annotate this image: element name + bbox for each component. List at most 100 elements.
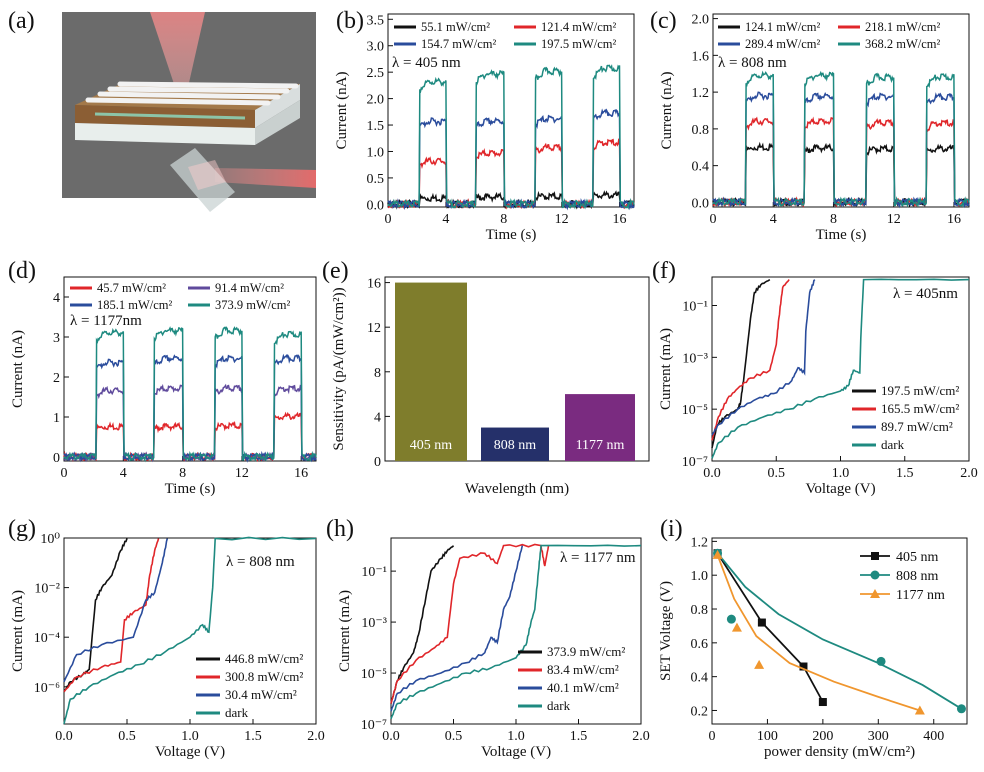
legend-label: 91.4 mW/cm²: [215, 281, 284, 295]
legend-label: 405 nm: [896, 550, 939, 565]
y-tick-label: 0.2: [691, 704, 709, 719]
y-tick-label: 10⁰: [40, 532, 60, 547]
y-tick-label: 0.6: [691, 637, 709, 652]
data-point: [799, 662, 808, 671]
plot-frame: [711, 537, 968, 725]
panel-label: (h): [326, 516, 354, 542]
x-axis-label: Voltage (V): [155, 744, 225, 760]
x-axis-label: Time (s): [486, 227, 537, 243]
x-tick-label: 2.0: [632, 729, 650, 744]
x-tick-label: 0: [709, 729, 716, 744]
x-tick-label: 16: [613, 212, 627, 227]
panel-label: (f): [652, 258, 676, 284]
series-line: [712, 141, 970, 208]
legend-label: 30.4 mW/cm²: [225, 687, 297, 702]
fit-line: [716, 552, 962, 710]
legend-marker: [871, 552, 879, 560]
legend-label: 124.1 mW/cm²: [745, 20, 821, 34]
y-tick-label: 10⁻⁶: [34, 681, 60, 696]
series-line: [63, 383, 317, 463]
y-tick-label: 8: [374, 366, 381, 381]
x-axis-label: Time (s): [816, 227, 867, 243]
x-axis-label: Time (s): [165, 481, 216, 497]
y-tick-label: 10⁻⁴: [34, 631, 60, 646]
panel-label: (g): [8, 516, 36, 542]
panel-label: (a): [8, 8, 35, 34]
panel-b-chart: 0 4 8 12 16 0.0 0.5 1.0 1.5 2.0 2.5 3.0 3.5 Time (s) C…: [334, 13, 635, 243]
data-point: [818, 698, 827, 707]
series-line: [390, 543, 550, 704]
x-tick-label: 1.0: [181, 729, 199, 744]
y-tick-label: 1.0: [691, 569, 709, 584]
panel-e-chart: 0 4 8 12 16 Wavelength (nm) Sensitivity (pA/(m…: [331, 276, 650, 497]
y-tick-label: 0: [53, 451, 60, 466]
y-tick-label: 0: [374, 455, 381, 470]
legend-label: 165.5 mW/cm²: [881, 401, 959, 416]
wavelength-annotation: λ = 1177 nm: [560, 550, 636, 566]
x-tick-label: 1.0: [507, 729, 525, 744]
legend-marker: [870, 570, 880, 580]
legend-label: 154.7 mW/cm²: [421, 37, 497, 51]
legend-label: dark: [225, 705, 249, 720]
x-tick-label: 0.5: [445, 729, 463, 744]
series-line: [390, 544, 642, 720]
series-line: [711, 278, 970, 459]
data-point: [712, 549, 723, 559]
y-tick-label: 1.2: [692, 86, 710, 101]
series-line: [387, 64, 635, 210]
x-tick-label: 1.5: [896, 466, 914, 481]
legend-label: 197.5 mW/cm²: [881, 383, 959, 398]
y-tick-label: 10⁻⁵: [682, 403, 708, 418]
legend-label: 1177 nm: [896, 588, 945, 603]
x-axis-label: Wavelength (nm): [465, 481, 569, 497]
x-tick-label: 100: [757, 729, 778, 744]
y-tick-label: 12: [367, 321, 381, 336]
y-tick-label: 0.0: [692, 196, 710, 211]
panel-a-illustration: [62, 12, 316, 212]
panel-label: (e): [322, 258, 349, 284]
fit-line: [716, 554, 921, 712]
panel-label: (c): [650, 8, 677, 34]
y-tick-label: 3: [53, 331, 60, 346]
series-line: [712, 70, 970, 208]
panel-g-chart: 0.0 0.5 1.0 1.5 2.0 10⁰ 10⁻² 10⁻⁴ 10⁻⁶ Voltage (V…: [10, 532, 325, 760]
x-tick-label: 8: [830, 212, 837, 227]
x-tick-label: 300: [868, 729, 889, 744]
data-point: [876, 656, 886, 666]
legend-label: 300.8 mW/cm²: [225, 669, 303, 684]
x-tick-label: 12: [555, 212, 569, 227]
legend-label: 40.1 mW/cm²: [547, 680, 619, 695]
data-point: [731, 622, 742, 632]
x-axis-label: power density (mW/cm²): [764, 744, 915, 760]
x-tick-label: 0: [710, 212, 717, 227]
legend-label: dark: [547, 698, 571, 713]
x-tick-label: 0.5: [768, 466, 786, 481]
y-tick-label: 10⁻¹: [361, 565, 387, 580]
y-tick-label: 3.0: [367, 40, 385, 55]
legend-label: 83.4 mW/cm²: [547, 662, 619, 677]
y-tick-label: 0.0: [367, 198, 385, 213]
data-point: [757, 618, 766, 627]
legend-label: 289.4 mW/cm²: [745, 37, 821, 51]
wavelength-annotation: λ = 405 nm: [392, 55, 461, 71]
x-axis-label: Voltage (V): [481, 744, 551, 760]
data-point: [914, 705, 925, 715]
y-tick-label: 1: [53, 411, 60, 426]
x-tick-label: 2.0: [307, 729, 325, 744]
y-axis-label: Current (nA): [659, 72, 675, 150]
y-axis-label: Current (nA): [10, 330, 26, 408]
x-tick-label: 16: [947, 212, 961, 227]
legend-label: 121.4 mW/cm²: [541, 20, 617, 34]
x-tick-label: 200: [812, 729, 833, 744]
series-line: [387, 108, 635, 211]
x-tick-label: 2.0: [960, 466, 978, 481]
y-axis-label: SET Voltage (V): [658, 581, 674, 681]
panel-label: (d): [8, 258, 36, 284]
y-tick-label: 10⁻⁷: [361, 718, 387, 733]
series-line: [711, 279, 816, 436]
legend-label: 373.9 mW/cm²: [215, 298, 291, 312]
x-tick-label: 400: [923, 729, 944, 744]
x-tick-label: 4: [442, 212, 449, 227]
legend-label: 45.7 mW/cm²: [97, 281, 166, 295]
y-axis-label: Current (mA): [337, 590, 353, 672]
